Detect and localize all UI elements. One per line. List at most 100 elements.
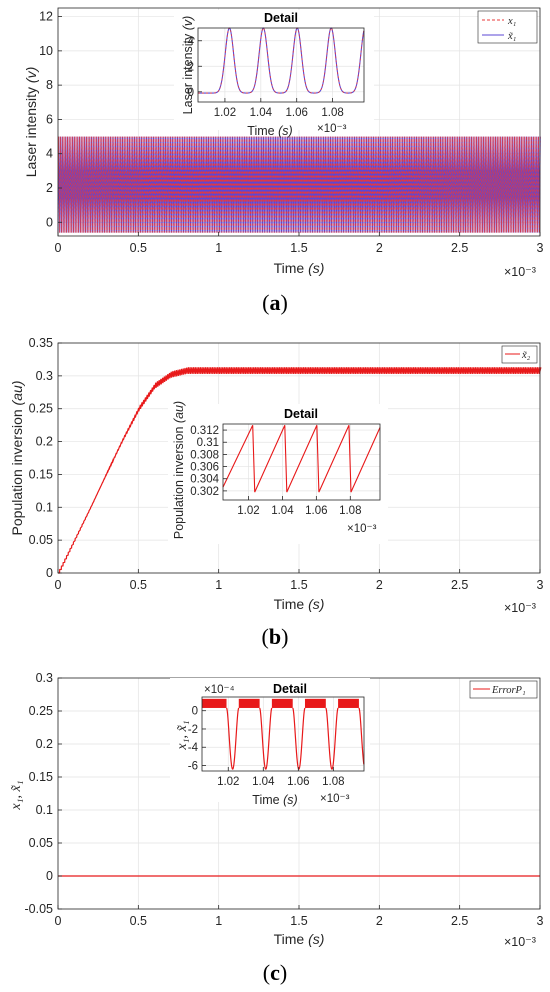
panel-c-x-exponent: ×10⁻³ xyxy=(504,935,536,949)
inset-series-x1-line xyxy=(198,27,365,94)
inset-error-band xyxy=(238,698,260,708)
panel-a-inset-y-tick-label: 2 xyxy=(188,61,194,73)
panel-b-inset-y-tick-label: 0.308 xyxy=(190,449,219,461)
panel-b-inset-y-tick-label: 0.312 xyxy=(190,425,219,437)
panel-c-inset-plot-area xyxy=(202,698,365,770)
panel-a-inset-x-tick-label: 1.04 xyxy=(250,107,273,119)
panel-a-inset-y-tick-label: 4 xyxy=(188,36,195,48)
panel-b-y-axis-label: Population inversion (au) xyxy=(9,381,25,536)
inset-error-dip xyxy=(225,707,240,770)
panel-b-plot-area xyxy=(58,367,542,574)
panel-c-inset-x-tick-label: 1.08 xyxy=(322,776,344,788)
inset-error-dip xyxy=(358,707,365,765)
inset-error-dip xyxy=(292,707,306,770)
inset-error-band xyxy=(304,698,326,708)
panel-c-x-tick-label: 0.5 xyxy=(130,914,147,928)
panel-b-inset-x-tick-label: 1.08 xyxy=(339,505,361,517)
panel-a-y-tick-label: 8 xyxy=(46,78,53,92)
panel-b-y-tick-label: 0.2 xyxy=(36,435,53,449)
panel-c: 0 0.5 1 1.5 2 2.5 3-0.0500.050.10.150.20.250.3… xyxy=(9,671,544,985)
panel-c-legend: ErrorP₁ xyxy=(469,680,538,699)
panel-b-legend: x̃₂ xyxy=(501,345,538,364)
panel-b-inset-x-tick-label: 1.04 xyxy=(271,505,294,517)
panel-a-x-tick-label: 2 xyxy=(376,241,383,255)
panel-b-inset-ticks: 1.02 1.04 1.06 1.080.3020.3040.3060.3080.31… xyxy=(190,425,361,517)
panel-a-inset-y-label: Laser intensity (v) xyxy=(181,16,195,115)
panel-c-inset-y-tick-label: -2 xyxy=(188,724,198,736)
panel-a-ticks: 0 0.5 1 1.5 2 2.5 3 0 2 4 6 8 10 12 xyxy=(39,10,543,255)
panel-a-y-tick-label: 10 xyxy=(39,44,53,58)
panel-c-inset: 1.02 1.04 1.06 1.08 0 -2 -4 -6 Detail ×10⁻⁴ x₁,… xyxy=(170,678,370,807)
panel-c-x-tick-label: 0 xyxy=(55,914,62,928)
panel-b-y-tick-label: 0.05 xyxy=(29,533,53,547)
panel-c-x-tick-label: 1.5 xyxy=(290,914,307,928)
panel-c-x-tick-label: 3 xyxy=(537,914,544,928)
inset-error-dip xyxy=(259,707,273,770)
panel-c-x-tick-label: 2 xyxy=(376,914,383,928)
inset-error-dip xyxy=(325,707,339,770)
panel-a-inset-x-tick-label: 1.02 xyxy=(214,107,236,119)
panel-c-y-tick-label: -0.05 xyxy=(25,902,54,916)
panel-a-inset-plot-area xyxy=(198,27,365,94)
panel-c-inset-y-exponent: ×10⁻⁴ xyxy=(204,684,235,696)
panel-a-x-tick-label: 1 xyxy=(215,241,222,255)
panel-b-x-tick-label: 3 xyxy=(537,578,544,592)
panel-a-x-tick-label: 3 xyxy=(537,241,544,255)
panel-c-inset-ticks: 1.02 1.04 1.06 1.08 0 -2 -4 -6 xyxy=(188,706,345,788)
panel-a-inset-x-label: Time (s) xyxy=(247,124,292,138)
panel-c-inset-y-tick-label: -6 xyxy=(188,761,198,773)
panel-a-y-tick-label: 4 xyxy=(46,147,53,161)
inset-series-x2-tilde-line xyxy=(222,424,381,493)
panel-b-inset-y-label: Population inversion (au) xyxy=(172,401,186,539)
legend-entry-x2-tilde: x̃₂ xyxy=(521,350,531,361)
panel-c-y-tick-label: 0.05 xyxy=(29,836,53,850)
panel-c-y-axis-label: x₁, x̃₁ xyxy=(9,780,24,810)
legend-entry-x1: x₁ xyxy=(507,16,516,27)
panel-b-inset-x-tick-label: 1.06 xyxy=(305,505,327,517)
panel-b-inset-y-tick-label: 0.304 xyxy=(190,474,219,486)
panel-c-y-tick-label: 0.25 xyxy=(29,704,53,718)
panel-c-inset-x-exponent: ×10⁻³ xyxy=(320,793,350,805)
panel-c-inset-title: Detail xyxy=(273,682,307,696)
panel-a-inset-x-tick-label: 1.06 xyxy=(286,107,308,119)
panel-b-x-axis-label: Time (s) xyxy=(274,596,325,612)
panel-a-y-tick-label: 12 xyxy=(39,10,53,24)
panel-a-y-tick-label: 2 xyxy=(46,181,53,195)
panel-c-inset-x-tick-label: 1.02 xyxy=(217,776,239,788)
panel-c-x-axis-label: Time (s) xyxy=(274,931,325,947)
panel-c-y-tick-label: 0.2 xyxy=(36,737,53,751)
panel-a-x-exponent: ×10⁻³ xyxy=(504,265,536,279)
panel-c-y-tick-label: 0.15 xyxy=(29,770,53,784)
panel-b: 0 0.5 1 1.5 2 2.5 300.050.10.150.20.250.30.35 … xyxy=(9,336,544,649)
panel-b-y-tick-label: 0 xyxy=(46,566,53,580)
panel-a-x-axis-label: Time (s) xyxy=(274,260,325,276)
series-x1-line xyxy=(57,136,541,233)
panel-a-y-tick-label: 6 xyxy=(46,112,53,126)
inset-error-band xyxy=(202,698,227,708)
panel-b-inset-title: Detail xyxy=(284,407,318,421)
panel-c-inset-y-tick-label: 0 xyxy=(192,706,198,718)
panel-b-y-tick-label: 0.3 xyxy=(36,369,53,383)
legend-entry-x1-tilde: x̃₁ xyxy=(507,31,516,42)
panel-a-x-tick-label: 0.5 xyxy=(130,241,147,255)
panel-c-y-tick-label: 0.3 xyxy=(36,671,53,685)
panel-a-caption: (a) xyxy=(262,290,288,315)
legend-entry-error: ErrorP₁ xyxy=(491,685,526,696)
panel-b-x-tick-label: 1.5 xyxy=(290,578,307,592)
panel-b-x-tick-label: 1 xyxy=(215,578,222,592)
panel-c-y-tick-label: 0.1 xyxy=(36,803,53,817)
panel-a-inset-x-exponent: ×10⁻³ xyxy=(317,123,347,135)
panel-b-inset: 1.02 1.04 1.06 1.080.3020.3040.3060.3080.31… xyxy=(168,401,388,544)
panel-b-x-tick-label: 0.5 xyxy=(130,578,147,592)
panel-c-caption: (c) xyxy=(263,960,287,985)
panel-b-ticks: 0 0.5 1 1.5 2 2.5 3 0 0.05 0.1 0.15 0.2 0.25 0.3 0.35 xyxy=(29,336,544,592)
panel-b-inset-y-tick-label: 0.31 xyxy=(197,437,219,449)
panel-c-inset-y-tick-label: -4 xyxy=(188,742,199,754)
panel-a-inset-ticks: 1.02 1.04 1.06 1.08 0 2 4 xyxy=(188,36,344,119)
panel-b-y-tick-label: 0.1 xyxy=(36,500,53,514)
panel-c-x-tick-label: 2.5 xyxy=(451,914,468,928)
panel-c-inset-y-label: x₁, x̃₁ xyxy=(175,720,190,750)
panel-b-inset-x-exponent: ×10⁻³ xyxy=(347,523,377,535)
panel-a-legend: x₁ x̃₁ xyxy=(477,10,538,44)
